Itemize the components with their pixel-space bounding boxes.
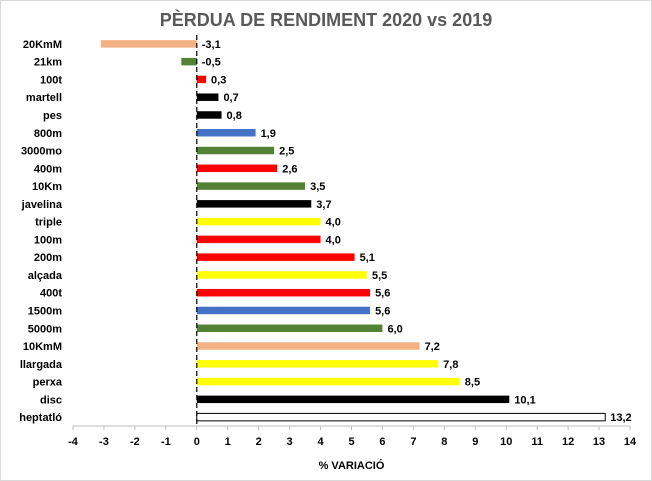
x-axis-title: % VARIACIÓ [319, 459, 385, 472]
category-label-13: alçada [28, 270, 63, 282]
category-label-9: javelina [21, 199, 63, 211]
category-label-20: disc [40, 394, 62, 406]
category-label-11: 100m [34, 234, 62, 246]
category-label-4: pes [43, 110, 62, 122]
x-tick-label-3: -1 [161, 436, 171, 448]
x-tick-label-6: 2 [256, 436, 262, 448]
value-label-9: 3,7 [316, 199, 331, 211]
x-tick-label-16: 12 [562, 436, 574, 448]
value-label-4: 0,8 [227, 110, 242, 122]
value-label-21: 13,2 [610, 412, 631, 424]
category-label-5: 800m [34, 128, 62, 140]
category-label-3: martell [26, 92, 62, 104]
x-tick-label-8: 4 [317, 436, 324, 448]
bar-19 [196, 377, 460, 386]
x-tick-label-17: 13 [593, 436, 605, 448]
bar-1 [181, 57, 197, 66]
category-label-8: 10Km [32, 181, 62, 193]
category-label-2: 100t [40, 74, 62, 86]
category-label-16: 5000m [28, 323, 62, 335]
category-label-17: 10KmM [23, 341, 62, 353]
value-label-17: 7,2 [425, 341, 440, 353]
category-label-1: 21km [34, 57, 62, 69]
value-label-16: 6,0 [387, 323, 402, 335]
value-label-7: 2,6 [282, 163, 297, 175]
value-label-18: 7,8 [443, 359, 458, 371]
bar-17 [196, 342, 420, 350]
value-label-5: 1,9 [261, 128, 276, 140]
category-label-6: 3000mo [21, 146, 62, 158]
category-label-14: 400t [40, 288, 62, 300]
x-tick-label-2: -2 [130, 436, 140, 448]
bar-5 [196, 129, 256, 137]
bar-13 [196, 271, 367, 279]
bar-11 [196, 235, 321, 244]
x-tick-label-18: 14 [624, 436, 637, 448]
value-label-2: 0,3 [211, 74, 226, 86]
bar-7 [196, 164, 278, 173]
category-label-10: triple [35, 217, 62, 229]
bar-12 [196, 253, 355, 261]
value-label-3: 0,7 [223, 92, 238, 104]
x-tick-label-4: 0 [194, 436, 200, 448]
bar-0 [100, 40, 197, 48]
x-tick-label-12: 8 [441, 436, 447, 448]
x-tick-label-0: -4 [68, 436, 79, 448]
bar-3 [196, 93, 219, 101]
x-tick-label-15: 11 [531, 436, 543, 448]
category-label-12: 200m [34, 252, 62, 264]
value-label-8: 3,5 [310, 181, 325, 193]
bar-21 [196, 412, 606, 422]
value-label-13: 5,5 [372, 270, 387, 282]
category-label-7: 400m [34, 163, 62, 175]
value-label-6: 2,5 [279, 146, 294, 158]
bar-16 [196, 324, 383, 332]
x-tick-label-1: -3 [99, 436, 109, 448]
value-label-11: 4,0 [326, 234, 341, 246]
x-tick-label-9: 5 [348, 436, 354, 448]
bar-4 [196, 111, 222, 119]
value-label-0: -3,1 [202, 39, 221, 51]
x-tick-label-10: 6 [379, 436, 385, 448]
value-label-19: 8,5 [465, 377, 480, 389]
category-label-15: 1500m [28, 305, 62, 317]
category-label-19: perxa [33, 377, 63, 389]
value-label-12: 5,1 [360, 252, 375, 264]
x-tick-label-13: 9 [472, 436, 478, 448]
bar-2 [196, 75, 207, 84]
x-tick-label-14: 10 [500, 436, 512, 448]
chart-title: PÈRDUA DE RENDIMENT 2020 vs 2019 [159, 10, 493, 30]
bar-14 [196, 288, 371, 297]
category-label-18: llargada [20, 359, 63, 371]
bar-20 [196, 395, 510, 404]
value-label-15: 5,6 [375, 305, 390, 317]
value-label-1: -0,5 [202, 57, 221, 69]
bar-8 [196, 182, 306, 190]
value-label-14: 5,6 [375, 288, 390, 300]
bar-15 [196, 306, 371, 315]
bar-18 [196, 360, 439, 368]
value-label-10: 4,0 [326, 217, 341, 229]
bar-6 [196, 146, 275, 155]
x-tick-label-7: 3 [287, 436, 293, 448]
bar-9 [196, 200, 312, 208]
value-label-20: 10,1 [514, 394, 535, 406]
category-label-21: heptatló [19, 412, 62, 424]
x-tick-label-5: 1 [225, 436, 231, 448]
category-label-0: 20KmM [23, 39, 62, 51]
bar-10 [196, 217, 321, 226]
x-tick-label-11: 7 [410, 436, 416, 448]
